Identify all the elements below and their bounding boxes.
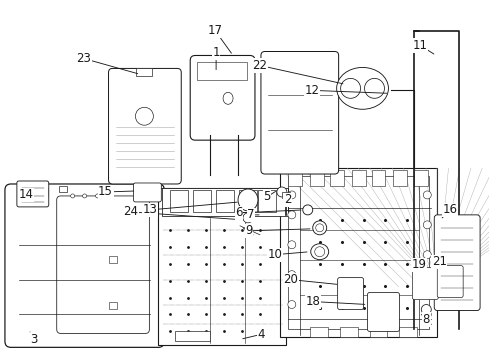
- Text: 9: 9: [245, 224, 253, 237]
- FancyBboxPatch shape: [190, 55, 255, 140]
- Bar: [108, 302, 118, 309]
- Ellipse shape: [341, 78, 361, 98]
- Text: 13: 13: [143, 203, 158, 216]
- Ellipse shape: [423, 280, 431, 289]
- Bar: [197, 62, 247, 80]
- Text: 14: 14: [18, 188, 33, 202]
- Bar: [352, 170, 366, 186]
- Ellipse shape: [288, 271, 296, 279]
- Text: 10: 10: [268, 248, 282, 261]
- FancyBboxPatch shape: [57, 196, 149, 333]
- Text: 17: 17: [208, 24, 222, 37]
- Ellipse shape: [337, 67, 389, 109]
- Text: 19: 19: [412, 258, 427, 271]
- Ellipse shape: [303, 205, 313, 215]
- Bar: [340, 328, 358, 337]
- Ellipse shape: [423, 251, 431, 259]
- Text: 1: 1: [212, 46, 220, 59]
- FancyBboxPatch shape: [434, 215, 480, 310]
- Ellipse shape: [311, 244, 329, 260]
- Bar: [171, 190, 188, 212]
- Bar: [175, 332, 210, 341]
- Text: 6: 6: [235, 206, 243, 219]
- FancyBboxPatch shape: [17, 181, 49, 207]
- Ellipse shape: [288, 211, 296, 219]
- FancyBboxPatch shape: [437, 266, 463, 298]
- Text: 15: 15: [98, 185, 113, 198]
- Text: 2: 2: [284, 193, 292, 206]
- Ellipse shape: [223, 92, 233, 104]
- Ellipse shape: [96, 194, 99, 198]
- Text: 12: 12: [304, 84, 319, 97]
- FancyBboxPatch shape: [261, 51, 339, 174]
- Bar: [280, 168, 437, 337]
- Ellipse shape: [423, 191, 431, 199]
- Bar: [371, 170, 386, 186]
- Text: 11: 11: [413, 39, 428, 52]
- FancyBboxPatch shape: [368, 293, 399, 332]
- Bar: [310, 170, 324, 186]
- Text: 24: 24: [123, 205, 138, 219]
- Text: 3: 3: [30, 333, 38, 346]
- Ellipse shape: [423, 310, 431, 319]
- Bar: [36, 188, 48, 196]
- Bar: [59, 186, 67, 192]
- Ellipse shape: [288, 301, 296, 309]
- Bar: [258, 190, 276, 212]
- Bar: [369, 328, 388, 337]
- Ellipse shape: [421, 305, 431, 315]
- FancyBboxPatch shape: [413, 268, 438, 300]
- Text: 20: 20: [283, 273, 298, 286]
- Ellipse shape: [315, 247, 325, 257]
- Text: 23: 23: [76, 52, 91, 65]
- Ellipse shape: [243, 213, 253, 223]
- Bar: [399, 328, 417, 337]
- Ellipse shape: [288, 191, 296, 199]
- Bar: [282, 192, 290, 198]
- Text: 18: 18: [305, 295, 320, 308]
- Ellipse shape: [83, 194, 87, 198]
- Bar: [162, 188, 288, 216]
- Text: 4: 4: [257, 328, 265, 341]
- Text: 7: 7: [247, 208, 255, 221]
- Ellipse shape: [313, 221, 327, 235]
- Bar: [158, 188, 286, 345]
- Ellipse shape: [277, 187, 287, 197]
- Ellipse shape: [71, 194, 74, 198]
- Bar: [216, 190, 234, 212]
- Bar: [108, 256, 118, 263]
- Text: 22: 22: [252, 59, 268, 72]
- Text: 5: 5: [263, 190, 270, 203]
- FancyBboxPatch shape: [338, 278, 364, 310]
- Bar: [330, 170, 343, 186]
- Bar: [288, 170, 302, 186]
- Text: 8: 8: [422, 313, 430, 326]
- Ellipse shape: [365, 78, 385, 98]
- Bar: [193, 190, 211, 212]
- Ellipse shape: [135, 107, 153, 125]
- Ellipse shape: [423, 221, 431, 229]
- Text: 16: 16: [442, 203, 458, 216]
- FancyBboxPatch shape: [108, 68, 181, 184]
- FancyBboxPatch shape: [5, 184, 164, 347]
- Bar: [310, 328, 328, 337]
- Bar: [288, 176, 429, 329]
- Ellipse shape: [316, 224, 324, 232]
- FancyBboxPatch shape: [133, 183, 161, 202]
- Bar: [415, 170, 428, 186]
- Ellipse shape: [288, 241, 296, 249]
- Bar: [393, 170, 407, 186]
- Bar: [136, 68, 152, 76]
- Bar: [239, 190, 257, 212]
- Text: 21: 21: [432, 255, 447, 268]
- Ellipse shape: [243, 214, 253, 222]
- Ellipse shape: [108, 194, 113, 198]
- Ellipse shape: [238, 189, 258, 211]
